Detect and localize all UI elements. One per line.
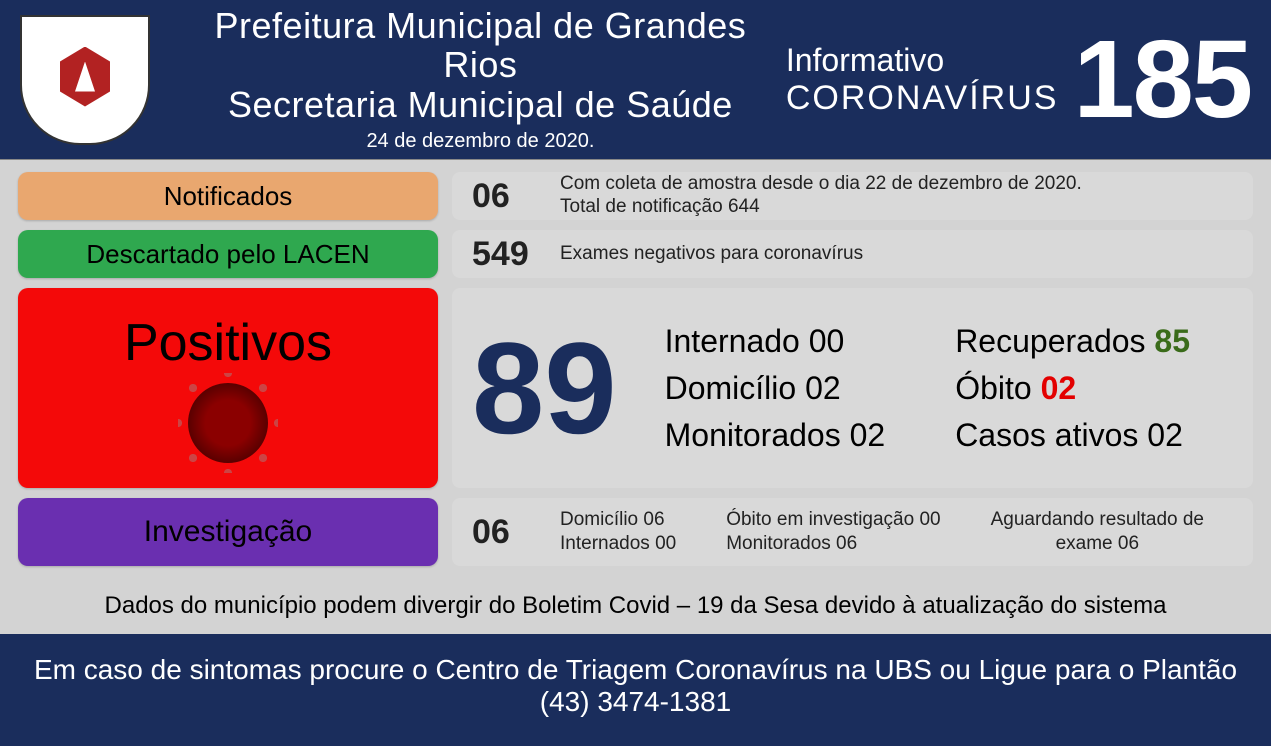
inv-aguardando-2: exame 06 [991, 532, 1204, 556]
text-notificados: Com coleta de amostra desde o dia 22 de … [560, 173, 1082, 219]
text-descartado: Exames negativos para coronavírus [560, 243, 863, 266]
row-investigacao: Investigação 06 Domicílio 06 Internados … [18, 498, 1253, 566]
recuperados-value: 85 [1154, 323, 1190, 359]
text-notificados-2: Total de notificação 644 [560, 196, 1082, 219]
positivos-stats: Internado 00 Domicílio 02 Monitorados 02… [665, 323, 1190, 454]
stat-ativos: Casos ativos 02 [955, 417, 1190, 454]
bulletin-label-2: CORONAVÍRUS [786, 79, 1059, 118]
bulletin-number: 185 [1073, 30, 1251, 129]
header-bar: Prefeitura Municipal de Grandes Rios Sec… [0, 0, 1271, 160]
cell-investigacao: 06 Domicílio 06 Internados 00 Óbito em i… [452, 498, 1253, 566]
report-date: 24 de dezembro de 2020. [175, 130, 786, 153]
title-block: Prefeitura Municipal de Grandes Rios Sec… [175, 6, 786, 154]
pill-positivos: Positivos [18, 288, 438, 488]
disclaimer-text: Dados do município podem divergir do Bol… [18, 576, 1253, 634]
investigacao-cols: Domicílio 06 Internados 00 Óbito em inve… [560, 508, 1204, 556]
bulletin-label-1: Informativo [786, 42, 1059, 79]
stat-monitorados: Monitorados 02 [665, 417, 886, 454]
row-positivos: Positivos 89 Internado 00 Domicílio 02 M… [18, 288, 1253, 488]
footer-bar: Em caso de sintomas procure o Centro de … [0, 634, 1271, 746]
positivos-col-1: Internado 00 Domicílio 02 Monitorados 02 [665, 323, 886, 454]
recuperados-label: Recuperados [955, 323, 1154, 359]
inv-col-1: Domicílio 06 Internados 00 [560, 508, 676, 556]
inv-internados: Internados 00 [560, 532, 676, 556]
stat-domicilio: Domicílio 02 [665, 370, 886, 407]
inv-col-3: Aguardando resultado de exame 06 [991, 508, 1204, 556]
body-area: Notificados 06 Com coleta de amostra des… [0, 160, 1271, 634]
bulletin-label-block: Informativo CORONAVÍRUS [786, 42, 1059, 118]
value-descartado: 549 [472, 235, 532, 274]
cell-descartado: 549 Exames negativos para coronavírus [452, 230, 1253, 278]
obito-value: 02 [1041, 370, 1077, 406]
label-investigacao: Investigação [144, 515, 312, 549]
label-positivos: Positivos [124, 313, 332, 373]
org-line-2: Secretaria Municipal de Saúde [175, 85, 786, 125]
virus-icon [188, 383, 268, 463]
inv-aguardando-1: Aguardando resultado de [991, 508, 1204, 532]
stat-recuperados: Recuperados 85 [955, 323, 1190, 360]
inv-domicilio: Domicílio 06 [560, 508, 676, 532]
value-notificados: 06 [472, 177, 532, 216]
row-notificados: Notificados 06 Com coleta de amostra des… [18, 172, 1253, 220]
stat-obito: Óbito 02 [955, 370, 1190, 407]
stat-internado: Internado 00 [665, 323, 886, 360]
label-descartado: Descartado pelo LACEN [86, 239, 369, 270]
positivos-col-2: Recuperados 85 Óbito 02 Casos ativos 02 [955, 323, 1190, 454]
label-notificados: Notificados [164, 181, 293, 212]
org-line-1: Prefeitura Municipal de Grandes Rios [175, 6, 786, 85]
value-positivos: 89 [472, 323, 617, 453]
row-descartado: Descartado pelo LACEN 549 Exames negativ… [18, 230, 1253, 278]
obito-label: Óbito [955, 370, 1040, 406]
pill-descartado: Descartado pelo LACEN [18, 230, 438, 278]
text-notificados-1: Com coleta de amostra desde o dia 22 de … [560, 173, 1082, 196]
pill-investigacao: Investigação [18, 498, 438, 566]
municipal-crest-icon [20, 15, 150, 145]
value-investigacao: 06 [472, 513, 532, 552]
inv-col-2: Óbito em investigação 00 Monitorados 06 [726, 508, 940, 556]
pill-notificados: Notificados [18, 172, 438, 220]
cell-positivos: 89 Internado 00 Domicílio 02 Monitorados… [452, 288, 1253, 488]
cell-notificados: 06 Com coleta de amostra desde o dia 22 … [452, 172, 1253, 220]
inv-obito: Óbito em investigação 00 [726, 508, 940, 532]
inv-monitorados: Monitorados 06 [726, 532, 940, 556]
